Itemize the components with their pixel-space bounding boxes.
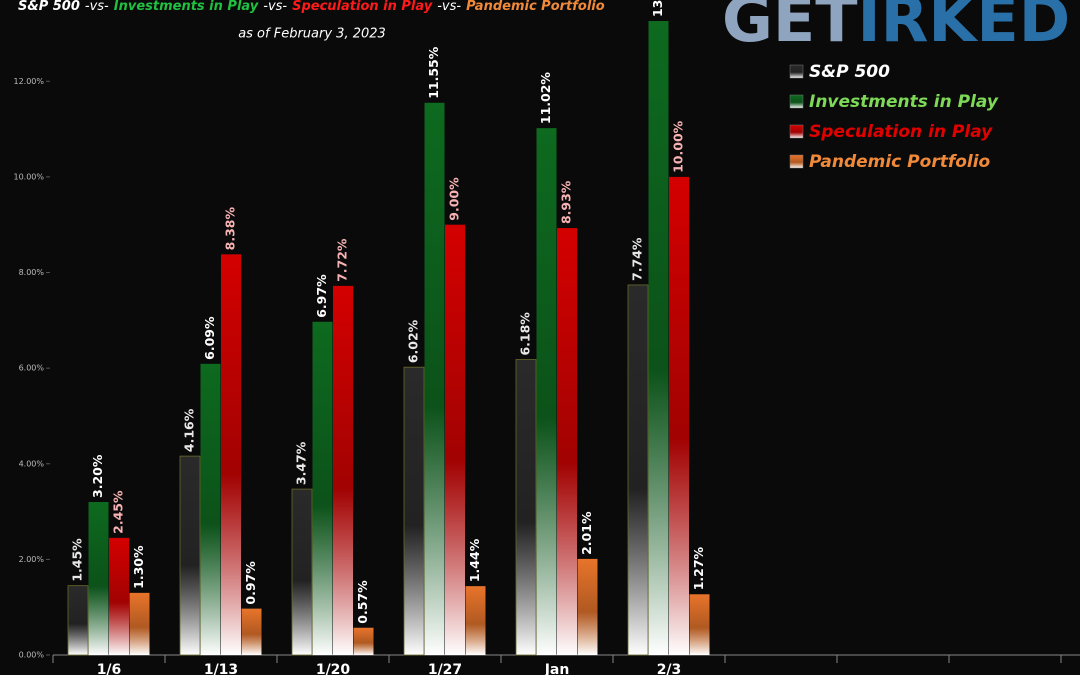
x-tick-label: Jan [544, 662, 570, 675]
legend-label: Investments in Play [809, 92, 999, 112]
value-label: 7.72% [335, 238, 350, 282]
bar [465, 586, 486, 655]
value-label: 1.44% [467, 538, 482, 582]
bar [424, 102, 445, 655]
legend-swatch [789, 64, 804, 79]
logo-part: GET [722, 0, 858, 56]
logo-part: IRKED [858, 0, 1071, 56]
value-label: 3.20% [90, 454, 105, 498]
value-label: 3.47% [294, 441, 309, 485]
bar [627, 284, 649, 656]
bar [179, 455, 201, 656]
value-label: 0.57% [355, 580, 370, 624]
bar [221, 254, 241, 655]
x-tick-label: 2/3 [657, 662, 682, 675]
value-label: 11.55% [426, 46, 441, 99]
legend-swatch [789, 94, 804, 109]
title-part: -vs- [437, 0, 461, 14]
bar [353, 627, 374, 655]
value-label: 6.18% [518, 312, 533, 356]
legend-swatch [789, 154, 804, 169]
bar [648, 21, 669, 655]
title-part: -vs- [263, 0, 287, 14]
title-part: S&P 500 [18, 0, 80, 14]
title-part: Investments in Play [114, 0, 259, 14]
y-tick-label: 8.00% [19, 268, 45, 277]
value-label: 1.30% [131, 545, 146, 589]
value-label: 6.02% [406, 319, 421, 363]
x-tick-label: 1/20 [316, 662, 351, 675]
y-tick-label: 2.00% [19, 555, 45, 564]
legend-label: Pandemic Portfolio [809, 152, 991, 172]
x-tick-label: 1/13 [204, 662, 238, 675]
bar [333, 285, 353, 655]
y-tick-label: 0.00% [19, 651, 45, 660]
bar [291, 488, 313, 656]
bar [200, 363, 221, 655]
bar [689, 594, 710, 655]
value-label: 11.02% [538, 72, 553, 125]
value-label: 1.27% [691, 546, 706, 590]
bar [109, 537, 129, 655]
chart-subtitle: as of February 3, 2023 [238, 27, 386, 42]
value-label: 0.97% [243, 561, 258, 605]
value-label: 2.01% [579, 511, 594, 555]
value-label: 7.74% [630, 237, 645, 281]
value-label: 10.00% [671, 120, 686, 173]
bar [88, 502, 109, 655]
bar [445, 224, 465, 656]
legend-label: Speculation in Play [809, 122, 993, 142]
y-tick-label: 4.00% [19, 459, 45, 468]
bar [557, 228, 577, 655]
legend-swatch [789, 124, 804, 139]
bar [129, 592, 150, 655]
value-label: 6.09% [202, 316, 217, 360]
x-tick-label: 1/27 [428, 662, 462, 675]
value-label: 8.93% [559, 180, 574, 224]
title-part: Speculation in Play [292, 0, 433, 14]
title-part: -vs- [85, 0, 109, 14]
bar [669, 176, 689, 655]
value-label: 2.45% [111, 490, 126, 534]
y-tick-label: 6.00% [19, 364, 45, 373]
y-tick-label: 10.00% [13, 172, 44, 181]
value-label: 1.45% [70, 538, 85, 582]
logo: GETIRKED [722, 0, 1070, 56]
bar [515, 359, 537, 656]
value-label: 13.26% [650, 0, 665, 17]
legend-label: S&P 500 [809, 62, 890, 82]
bar [403, 366, 425, 656]
title-part: Pandemic Portfolio [466, 0, 605, 14]
x-tick-label: 1/6 [97, 662, 122, 675]
bar [577, 558, 598, 655]
value-label: 4.16% [182, 408, 197, 452]
chart-title: S&P 500 -vs- Investments in Play -vs- Specul… [18, 0, 605, 14]
bar [536, 128, 557, 655]
bar [67, 585, 89, 656]
y-tick-label: 12.00% [13, 77, 44, 86]
value-label: 6.97% [314, 274, 329, 318]
bar [312, 321, 333, 655]
value-label: 9.00% [447, 177, 462, 221]
bar [241, 608, 262, 655]
value-label: 8.38% [223, 207, 238, 251]
